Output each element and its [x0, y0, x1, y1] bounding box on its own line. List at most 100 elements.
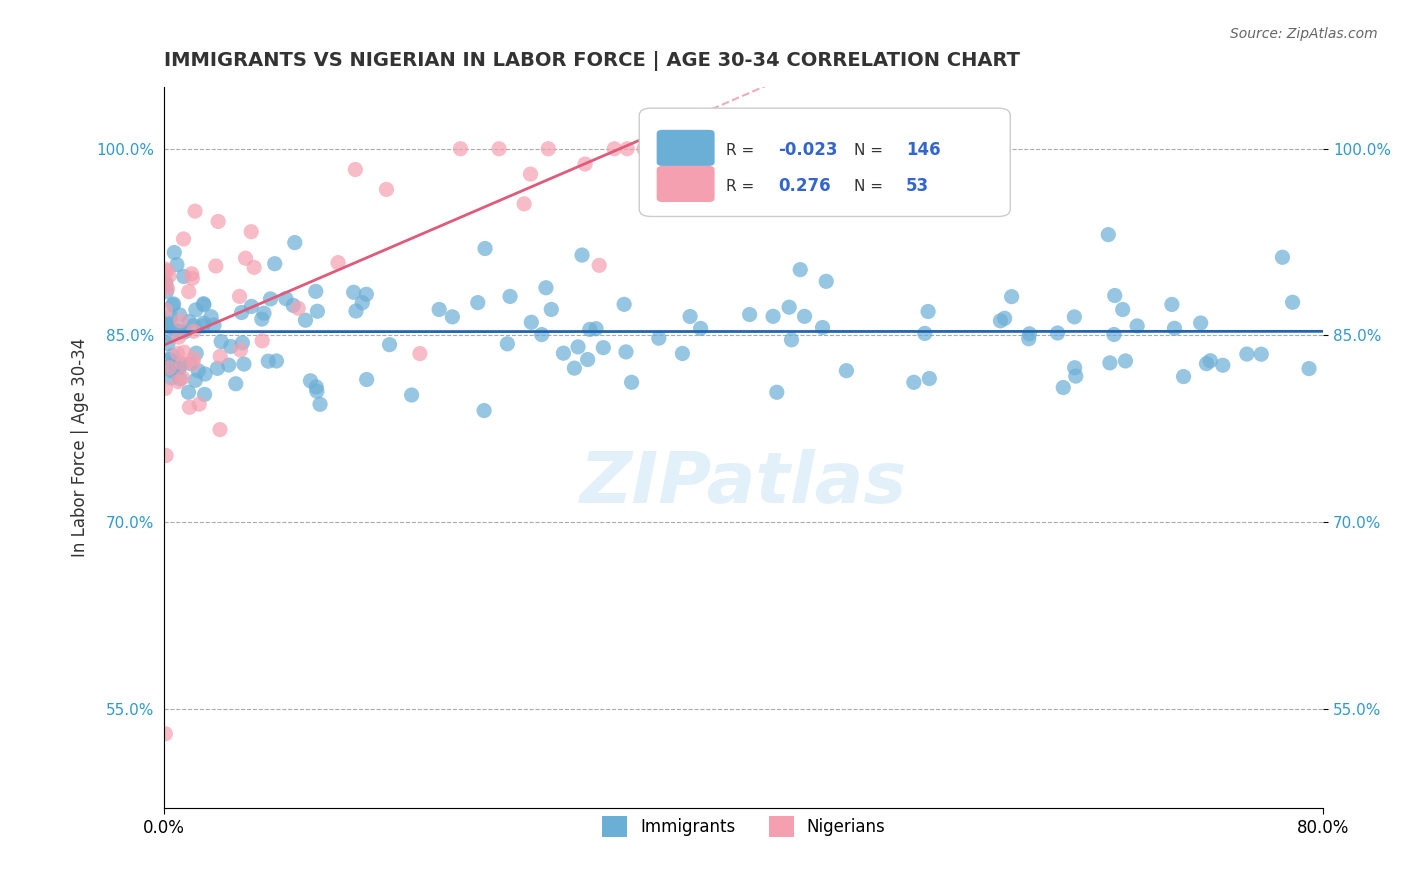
- Point: [1199, 353, 1222, 368]
- Point: [253, 306, 276, 320]
- Point: [294, 313, 316, 327]
- Point: [449, 142, 471, 156]
- Text: R =: R =: [727, 143, 759, 158]
- Point: [162, 349, 184, 363]
- Point: [614, 345, 637, 359]
- Point: [588, 258, 610, 272]
- Point: [519, 167, 541, 181]
- Point: [990, 314, 1012, 328]
- Point: [307, 304, 329, 318]
- Point: [191, 318, 214, 333]
- Point: [648, 331, 671, 345]
- Point: [172, 370, 194, 384]
- Point: [231, 335, 253, 350]
- Point: [689, 321, 711, 335]
- Point: [160, 328, 183, 343]
- Point: [576, 352, 599, 367]
- Point: [1097, 227, 1119, 242]
- Point: [250, 312, 273, 326]
- Point: [1018, 326, 1040, 341]
- Point: [305, 285, 328, 299]
- Point: [283, 298, 305, 312]
- Point: [156, 336, 179, 351]
- Point: [173, 269, 195, 284]
- Point: [179, 401, 201, 415]
- Point: [344, 304, 367, 318]
- Point: [155, 275, 177, 289]
- Point: [250, 334, 273, 348]
- Point: [225, 376, 247, 391]
- Point: [1046, 326, 1069, 340]
- Point: [1195, 357, 1218, 371]
- Point: [811, 320, 834, 334]
- Point: [173, 325, 195, 339]
- Point: [155, 278, 177, 293]
- Point: [200, 310, 222, 324]
- Point: [162, 355, 184, 369]
- Point: [193, 316, 215, 330]
- Point: [160, 320, 183, 334]
- Point: [1102, 327, 1125, 342]
- Point: [1189, 316, 1212, 330]
- Point: [534, 281, 557, 295]
- Point: [643, 142, 665, 156]
- Point: [167, 330, 190, 344]
- Point: [229, 343, 252, 357]
- Point: [1281, 295, 1303, 310]
- Point: [1236, 347, 1258, 361]
- Point: [520, 315, 543, 329]
- Point: [633, 142, 655, 156]
- Point: [181, 271, 204, 285]
- Point: [219, 339, 242, 353]
- Point: [173, 232, 195, 246]
- Point: [1052, 380, 1074, 394]
- Point: [177, 285, 200, 299]
- Point: [243, 260, 266, 275]
- Point: [159, 310, 181, 324]
- Point: [156, 318, 179, 332]
- Point: [228, 289, 250, 303]
- Point: [918, 371, 941, 385]
- Point: [266, 354, 288, 368]
- FancyBboxPatch shape: [657, 130, 714, 166]
- Point: [155, 285, 177, 299]
- Point: [375, 182, 398, 196]
- Point: [1126, 318, 1149, 333]
- Point: [540, 302, 562, 317]
- Point: [193, 296, 215, 310]
- Point: [172, 356, 194, 370]
- Point: [738, 308, 761, 322]
- Point: [571, 248, 593, 262]
- Point: [299, 374, 322, 388]
- Text: -0.023: -0.023: [779, 141, 838, 159]
- Text: 146: 146: [905, 141, 941, 159]
- Point: [326, 255, 349, 269]
- Point: [173, 345, 195, 359]
- Point: [1063, 360, 1085, 375]
- Point: [378, 337, 401, 351]
- Point: [343, 285, 366, 300]
- Text: IMMIGRANTS VS NIGERIAN IN LABOR FORCE | AGE 30-34 CORRELATION CHART: IMMIGRANTS VS NIGERIAN IN LABOR FORCE | …: [165, 51, 1019, 70]
- Point: [170, 358, 193, 372]
- Point: [240, 225, 263, 239]
- Point: [183, 318, 205, 333]
- Point: [177, 385, 200, 400]
- Point: [156, 282, 179, 296]
- Point: [835, 364, 858, 378]
- Point: [427, 302, 450, 317]
- Point: [1271, 250, 1294, 264]
- Point: [155, 449, 177, 463]
- Point: [488, 142, 510, 156]
- Point: [205, 259, 228, 273]
- Point: [1063, 310, 1085, 324]
- Y-axis label: In Labor Force | Age 30-34: In Labor Force | Age 30-34: [72, 338, 89, 558]
- Point: [530, 327, 553, 342]
- Point: [409, 346, 432, 360]
- Point: [766, 385, 789, 400]
- Point: [183, 351, 205, 366]
- Point: [574, 157, 596, 171]
- Point: [690, 185, 713, 199]
- Point: [194, 367, 217, 381]
- Point: [181, 357, 204, 371]
- Point: [162, 364, 184, 378]
